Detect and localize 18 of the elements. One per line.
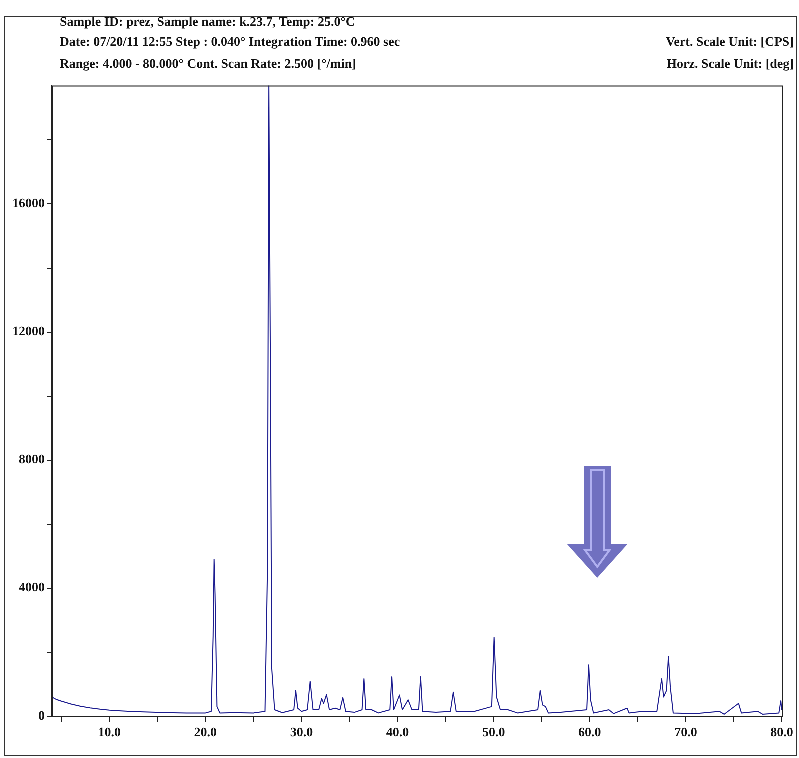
x-tick-label: 30.0 bbox=[290, 724, 314, 740]
x-tick-label: 60.0 bbox=[578, 724, 602, 740]
x-tick-label: 40.0 bbox=[386, 724, 410, 740]
x-tick-label: 20.0 bbox=[194, 724, 218, 740]
y-tick-label: 16000 bbox=[12, 196, 45, 211]
y-tick-label: 12000 bbox=[12, 324, 45, 339]
y-tick-label: 4000 bbox=[19, 580, 45, 595]
y-tick-label: 0 bbox=[38, 708, 45, 723]
x-tick-label: 70.0 bbox=[674, 724, 698, 740]
text: Date: 07/20/11 12:55 Step : 0.040° Integration Time: 0.960 sec bbox=[60, 34, 400, 50]
chart-title: Sample ID: prez, Sample name: k.23.7, Temp: 25.0°C bbox=[60, 14, 356, 30]
x-tick-label: 80.0 bbox=[770, 724, 794, 740]
text: Vert. Scale Unit: [CPS] bbox=[666, 34, 794, 50]
y-tick-label: 8000 bbox=[19, 452, 45, 467]
text: Range: 4.000 - 80.000° Cont. Scan Rate: 2.500 [°/min] bbox=[60, 56, 356, 72]
x-tick-label: 10.0 bbox=[98, 724, 122, 740]
text: Horz. Scale Unit: [deg] bbox=[666, 56, 794, 72]
x-tick-label: 50.0 bbox=[482, 724, 506, 740]
